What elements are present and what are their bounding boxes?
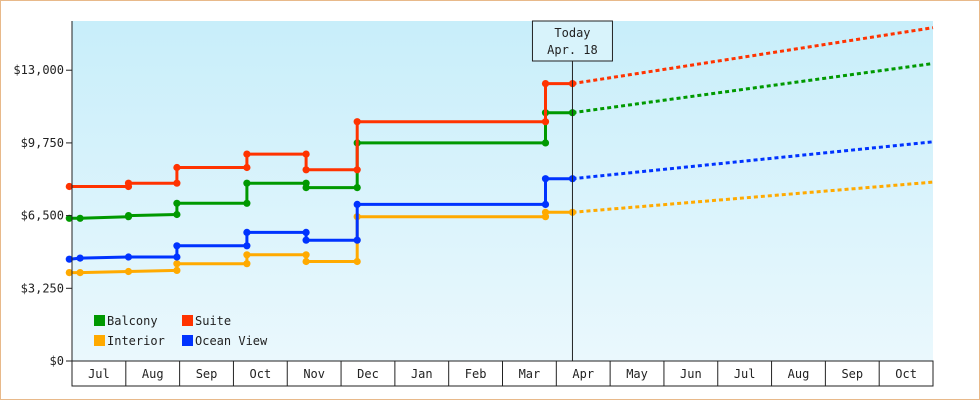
x-tick-label: Jul: [88, 367, 110, 381]
legend-label: Balcony: [107, 314, 158, 328]
series-ocean-view: [65, 140, 934, 263]
legend-item: Interior: [94, 334, 165, 348]
data-point: [173, 179, 181, 187]
legend-item: Ocean View: [182, 334, 268, 348]
data-point: [353, 200, 361, 208]
data-point: [76, 254, 84, 262]
series-line: [69, 177, 573, 261]
data-point: [124, 253, 133, 261]
data-point: [302, 150, 310, 158]
x-tick-label: Mar: [519, 367, 541, 381]
data-point: [302, 251, 310, 259]
y-tick-label: $9,750: [21, 136, 64, 150]
data-point: [124, 212, 133, 220]
x-tick-label: Jun: [680, 367, 702, 381]
data-point: [353, 118, 361, 126]
data-point: [243, 251, 251, 259]
data-point: [302, 184, 310, 192]
data-point: [173, 266, 181, 274]
data-point: [173, 242, 181, 250]
data-point: [541, 139, 550, 147]
data-point: [243, 228, 251, 236]
series-line: [69, 210, 573, 275]
x-tick-label: Oct: [895, 367, 917, 381]
series-forecast-line: [572, 26, 934, 86]
data-point: [353, 184, 361, 192]
data-point: [541, 208, 550, 216]
today-label: Today: [554, 26, 590, 40]
data-point: [243, 260, 251, 268]
legend-swatch: [94, 315, 105, 326]
data-point: [76, 269, 84, 277]
data-point: [541, 200, 550, 208]
x-tick-label: Jan: [411, 367, 433, 381]
data-point: [302, 166, 310, 174]
legend-label: Suite: [195, 314, 231, 328]
series-forecast-line: [572, 140, 934, 181]
data-point: [302, 236, 310, 244]
data-point: [124, 267, 133, 276]
data-point: [243, 242, 251, 250]
data-point: [243, 163, 251, 172]
x-tick-label: May: [626, 367, 648, 381]
data-point: [243, 150, 251, 158]
legend-swatch: [182, 335, 193, 346]
data-point: [65, 182, 73, 191]
legend-label: Ocean View: [195, 334, 268, 348]
y-tick-label: $0: [50, 354, 64, 368]
series-line: [69, 82, 573, 188]
data-point: [353, 236, 361, 244]
x-tick-label: Nov: [303, 367, 325, 381]
data-point: [302, 257, 310, 266]
legend: Balcony Suite Interior Ocean View: [94, 314, 268, 348]
y-tick-label: $3,250: [21, 281, 64, 295]
x-tick-label: Feb: [465, 367, 487, 381]
data-point: [353, 166, 361, 174]
series-forecast-line: [572, 180, 934, 214]
axes-layer: $0 $3,250 $6,500 $9,750 $13,000 Jul Aug Sep Oct N…: [13, 21, 934, 387]
series-suite: [65, 26, 934, 191]
x-tick-label: Oct: [250, 367, 272, 381]
y-tick-label: $6,500: [21, 209, 64, 223]
data-point: [124, 179, 133, 187]
legend-swatch: [94, 335, 105, 346]
legend-swatch: [182, 315, 193, 326]
data-point: [541, 80, 550, 88]
data-point: [243, 179, 251, 187]
data-point: [173, 210, 181, 219]
data-point: [65, 269, 73, 277]
data-point: [76, 214, 84, 222]
legend-item: Balcony: [94, 314, 158, 328]
x-tick-label: Sep: [841, 367, 863, 381]
data-point: [302, 228, 310, 236]
data-point: [173, 260, 181, 268]
data-point: [541, 118, 550, 126]
data-point: [65, 214, 73, 222]
data-point: [353, 257, 361, 266]
data-point: [541, 175, 550, 183]
plot-background: [72, 21, 933, 361]
x-tick-label: Jul: [734, 367, 756, 381]
legend-item: Suite: [182, 314, 231, 328]
data-point: [173, 253, 181, 261]
x-tick-label: Dec: [357, 367, 379, 381]
x-tick-label: Aug: [788, 367, 810, 381]
data-point: [65, 255, 73, 263]
x-tick-label: Apr: [572, 367, 594, 381]
x-tick-label: Sep: [196, 367, 218, 381]
x-tick-label: Aug: [142, 367, 164, 381]
today-marker: Today Apr. 18: [531, 20, 613, 361]
data-point: [243, 199, 251, 207]
today-box: [531, 20, 613, 62]
y-tick-label: $13,000: [13, 63, 64, 77]
today-date-label: Apr. 18: [547, 43, 598, 57]
series-balcony: [65, 62, 934, 222]
series-forecast-line: [572, 62, 934, 115]
legend-label: Interior: [107, 334, 165, 348]
data-point: [173, 199, 181, 207]
data-point: [173, 163, 181, 172]
